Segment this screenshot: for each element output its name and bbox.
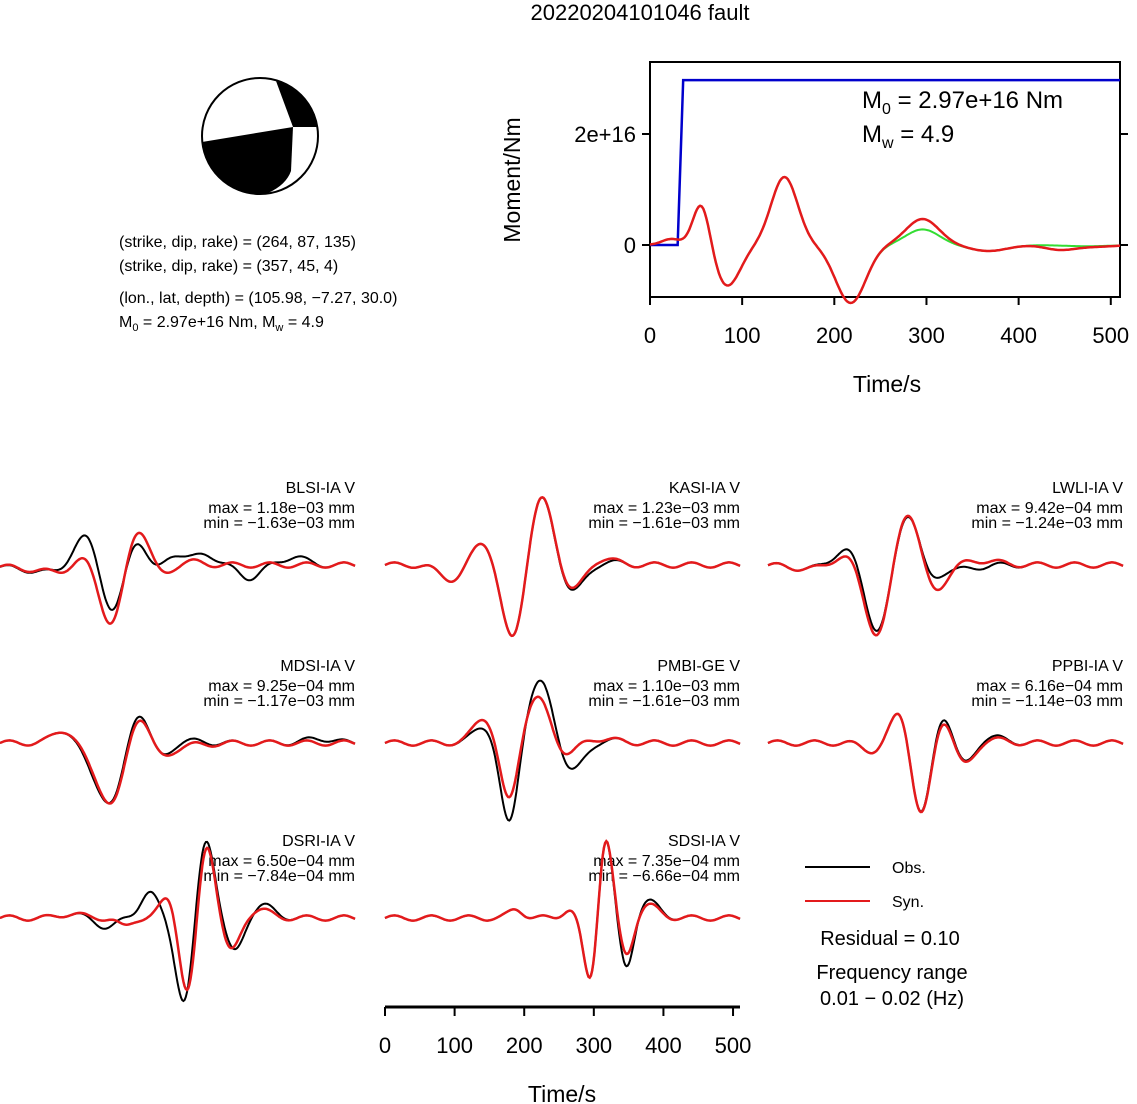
station-name: LWLI-IA V	[1052, 480, 1123, 497]
moment-y-tick-label: 2e+16	[574, 122, 636, 147]
synthetic-waveform	[0, 846, 356, 992]
station-name: SDSI-IA V	[668, 833, 740, 850]
station-max: max = 6.16e−04 mm	[976, 678, 1123, 695]
station-min: min = −1.61e−03 mm	[588, 693, 740, 710]
station-min: min = −7.84e−04 mm	[203, 868, 355, 885]
waveform-x-tick-label: 300	[575, 1033, 612, 1058]
moment-x-tick-label: 400	[1000, 323, 1037, 348]
waveform-x-tick-label: 100	[436, 1033, 473, 1058]
station-min: min = −1.14e−03 mm	[971, 693, 1123, 710]
station-name: KASI-IA V	[669, 480, 740, 497]
synthetic-waveform	[384, 695, 741, 799]
observed-waveform	[0, 715, 356, 805]
station-name: DSRI-IA V	[282, 833, 355, 850]
station-min: min = −1.24e−03 mm	[971, 515, 1123, 532]
moment-y-tick-label: 0	[624, 233, 636, 258]
mechanism-line-2: (strike, dip, rake) = (357, 45, 4)	[119, 258, 338, 275]
moment-series	[649, 78, 1120, 305]
synthetic-waveform	[384, 839, 741, 980]
waveform-time-axis: 0 100 200 300 400 500 Time/s	[379, 1005, 752, 1104]
station-max: max = 1.10e−03 mm	[593, 678, 740, 695]
moment-series-line	[650, 78, 1120, 247]
station-name: MDSI-IA V	[280, 658, 355, 675]
station-max: max = 1.23e−03 mm	[593, 500, 740, 517]
station-max: max = 9.42e−04 mm	[976, 500, 1123, 517]
synthetic-waveform	[384, 495, 741, 638]
moment-x-tick-label: 100	[724, 323, 761, 348]
moment-x-tick-label: 0	[644, 323, 656, 348]
moment-x-label: Time/s	[853, 371, 921, 397]
moment-x-tick-label: 200	[816, 323, 853, 348]
station-min: min = −6.66e−04 mm	[588, 868, 740, 885]
synthetic-waveform	[0, 531, 356, 626]
moment-x-tick-label: 500	[1092, 323, 1129, 348]
moment-plot-frame	[649, 61, 1121, 298]
residual-text: Residual = 0.10	[820, 928, 960, 950]
moment-x-tick-label: 300	[908, 323, 945, 348]
waveform-x-tick-label: 500	[715, 1033, 752, 1058]
mechanism-moment-line: M0 = 2.97e+16 Nm, Mw = 4.9	[119, 314, 324, 334]
station-max: max = 6.50e−04 mm	[208, 853, 355, 870]
station-name: PPBI-IA V	[1052, 658, 1123, 675]
waveform-x-label: Time/s	[528, 1081, 596, 1104]
station-max: max = 7.35e−04 mm	[593, 853, 740, 870]
moment-mw-annotation: Mw = 4.9	[862, 121, 954, 152]
station-max: max = 9.25e−04 mm	[208, 678, 355, 695]
legend-syn-label: Syn.	[892, 894, 924, 911]
moment-m0-annotation: M0 = 2.97e+16 Nm	[862, 87, 1063, 118]
synthetic-waveform	[0, 719, 356, 805]
mechanism-line-1: (strike, dip, rake) = (264, 87, 135)	[119, 234, 356, 251]
mechanism-line-3: (lon., lat, depth) = (105.98, −7.27, 30.…	[119, 290, 397, 307]
legend-obs-label: Obs.	[892, 860, 926, 877]
waveform-x-tick-label: 0	[379, 1033, 391, 1058]
observed-waveform	[767, 712, 1124, 813]
figure-title: 20220204101046 fault	[531, 0, 750, 25]
moment-plot: 0 100 200 300 400 500 0 2e+16 Time/s Moment/Nm…	[499, 61, 1129, 397]
station-name: BLSI-IA V	[286, 480, 356, 497]
green-series-line	[649, 175, 1120, 305]
observed-waveform	[0, 534, 356, 611]
station-min: min = −1.17e−03 mm	[203, 693, 355, 710]
frequency-range-title: Frequency range	[816, 962, 967, 984]
observed-waveform	[767, 515, 1124, 632]
legend: Obs. Syn. Residual = 0.10 Frequency rang…	[805, 860, 968, 1010]
synthetic-waveform	[767, 514, 1124, 637]
synthetic-waveform	[767, 712, 1124, 814]
station-name: PMBI-GE V	[657, 658, 740, 675]
waveform-x-tick-label: 400	[645, 1033, 682, 1058]
frequency-range-value: 0.01 − 0.02 (Hz)	[820, 988, 964, 1010]
moment-y-axis: 0 2e+16	[574, 122, 1128, 258]
moment-x-axis: 0 100 200 300 400 500	[644, 297, 1129, 348]
waveform-x-tick-label: 200	[506, 1033, 543, 1058]
red-series-line	[649, 175, 1120, 305]
station-min: min = −1.61e−03 mm	[588, 515, 740, 532]
moment-y-label: Moment/Nm	[499, 117, 525, 242]
station-min: min = −1.63e−03 mm	[203, 515, 355, 532]
beachball-icon	[201, 77, 319, 195]
station-max: max = 1.18e−03 mm	[208, 500, 355, 517]
